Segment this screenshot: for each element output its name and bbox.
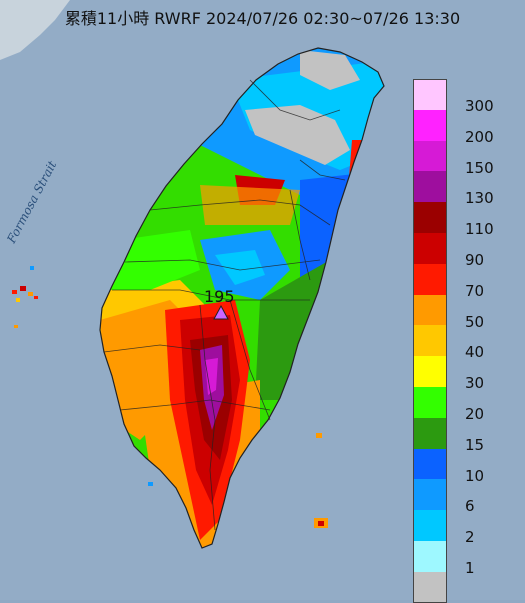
offshore-rain-cells bbox=[12, 266, 328, 528]
legend-row: 50 bbox=[413, 294, 508, 330]
legend-label: 20 bbox=[465, 404, 485, 423]
legend-swatch bbox=[413, 140, 447, 172]
island-outline bbox=[99, 47, 385, 549]
legend-row: 30 bbox=[413, 356, 508, 391]
legend-swatch bbox=[413, 232, 447, 264]
legend-label: 15 bbox=[465, 435, 485, 454]
north-gray-area-2 bbox=[300, 50, 360, 90]
legend-row: 40 bbox=[413, 325, 508, 360]
legend-swatch bbox=[413, 386, 447, 418]
legend-row: 15 bbox=[413, 417, 508, 453]
legend-row bbox=[413, 571, 508, 603]
legend-row: 20 bbox=[413, 386, 508, 422]
legend-label: 30 bbox=[465, 374, 485, 393]
legend-label: 150 bbox=[465, 158, 494, 177]
legend-row: 6 bbox=[413, 479, 508, 514]
legend-row: 1 bbox=[413, 540, 508, 576]
legend-swatch bbox=[413, 479, 447, 511]
legend-label: 90 bbox=[465, 250, 485, 269]
legend-row: 90 bbox=[413, 232, 508, 268]
north-gray-area bbox=[245, 105, 350, 165]
legend-swatch bbox=[413, 356, 447, 387]
legend-swatch bbox=[413, 540, 447, 572]
legend-swatch bbox=[413, 263, 447, 295]
legend-row: 10 bbox=[413, 448, 508, 484]
rainfall-legend: 300 200 150 130 110 90 70 50 40 30 20 15 10 6 2 1 bbox=[413, 79, 508, 603]
legend-label: 2 bbox=[465, 528, 475, 547]
legend-row: 150 bbox=[413, 140, 508, 176]
map-title: 累積11小時 RWRF 2024/07/26 02:30~07/26 13:30 bbox=[64, 9, 461, 28]
legend-label: 110 bbox=[465, 220, 494, 239]
legend-swatch bbox=[413, 417, 447, 449]
legend-row: 110 bbox=[413, 202, 508, 237]
north-orange-band bbox=[200, 185, 300, 225]
legend-label: 200 bbox=[465, 127, 494, 146]
china-coast bbox=[0, 0, 70, 60]
legend-label: 300 bbox=[465, 97, 494, 115]
central-light-blue bbox=[215, 250, 265, 285]
legend-swatch bbox=[413, 202, 447, 233]
legend-label: 1 bbox=[465, 558, 475, 577]
peak-marker-icon bbox=[213, 304, 229, 320]
legend-row: 70 bbox=[413, 263, 508, 299]
legend-swatch bbox=[413, 325, 447, 357]
legend-label: 6 bbox=[465, 497, 475, 516]
legend-row: 2 bbox=[413, 510, 508, 545]
legend-row: 300 bbox=[413, 79, 508, 114]
legend-swatch bbox=[413, 448, 447, 480]
peak-value-label: 195 bbox=[204, 287, 235, 306]
legend-swatch bbox=[413, 571, 447, 603]
legend-label: 50 bbox=[465, 312, 485, 331]
legend-label: 40 bbox=[465, 343, 485, 362]
mountain-magenta bbox=[205, 358, 218, 395]
legend-label: 70 bbox=[465, 281, 485, 300]
legend-swatch bbox=[413, 79, 447, 110]
legend-swatch bbox=[413, 171, 447, 203]
county-boundaries bbox=[103, 79, 346, 531]
legend-swatch bbox=[413, 294, 447, 326]
legend-swatch bbox=[413, 109, 447, 141]
legend-row: 130 bbox=[413, 171, 508, 206]
legend-label: 130 bbox=[465, 189, 494, 208]
legend-row: 200 bbox=[413, 109, 508, 145]
legend-swatch bbox=[413, 510, 447, 541]
legend-label: 10 bbox=[465, 466, 485, 485]
